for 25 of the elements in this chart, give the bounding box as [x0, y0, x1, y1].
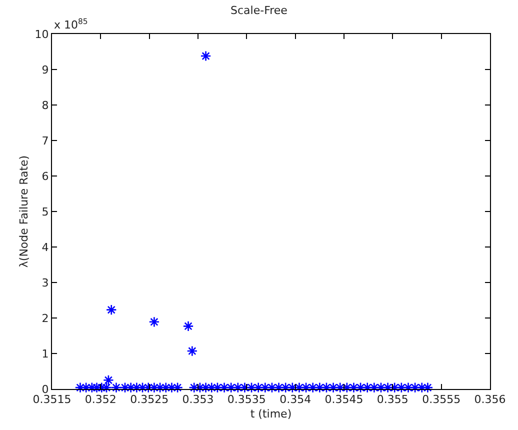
x-tick-label: 0.352: [84, 393, 116, 406]
x-tick-label: 0.3535: [227, 393, 266, 406]
y-tick-label: 4: [42, 240, 49, 254]
y-tick-label: 0: [42, 382, 49, 396]
y-tick-label: 9: [42, 63, 49, 76]
x-tick-label: 0.3525: [130, 393, 169, 406]
x-tick-label: 0.3515: [32, 393, 72, 406]
text: x 10$^{85}$: [54, 17, 88, 32]
y-tick-label: 10: [34, 28, 49, 41]
chart-title: Scale-Free: [230, 4, 288, 18]
y-tick-label: 5: [42, 205, 49, 218]
y-tick-label: 2: [42, 312, 49, 325]
y-tick-label: 6: [42, 170, 49, 183]
x-tick-label: 0.355: [376, 393, 408, 406]
y-axis-title: λ(Node Failure Rate): [17, 155, 30, 268]
y-tick-label: 8: [42, 98, 49, 112]
y-tick-label: 3: [42, 276, 49, 290]
y-tick-label: 7: [42, 134, 49, 148]
y-tick-label: 1: [42, 347, 49, 360]
x-tick-label: 0.356: [474, 393, 506, 406]
x-tick-label: 0.354: [280, 393, 312, 406]
x-tick-label: 0.353: [182, 393, 214, 406]
x-tick-label: 0.3545: [324, 393, 364, 406]
x-tick-label: 0.3555: [422, 393, 461, 406]
x-axis-title: t (time): [250, 407, 292, 420]
